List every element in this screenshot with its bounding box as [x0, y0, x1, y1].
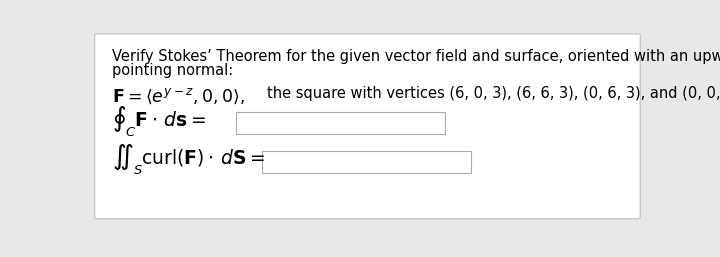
Bar	[235, 113, 445, 134]
Text: the square with vertices (6, 0, 3), (6, 6, 3), (0, 6, 3), and (0, 0, 3).: the square with vertices (6, 0, 3), (6, …	[266, 86, 720, 101]
Text: $\oint_C \mathbf{F} \cdot\, d\mathbf{s} =$: $\oint_C \mathbf{F} \cdot\, d\mathbf{s} …	[112, 105, 206, 139]
Bar	[262, 151, 472, 172]
Text: $\iint_S \mathrm{curl}(\mathbf{F}) \cdot\, d\mathbf{S} =$: $\iint_S \mathrm{curl}(\mathbf{F}) \cdot…	[112, 143, 265, 177]
Text: Verify Stokes’ Theorem for the given vector field and surface, oriented with an : Verify Stokes’ Theorem for the given vec…	[112, 49, 720, 64]
FancyBboxPatch shape	[94, 34, 640, 219]
Text: pointing normal:: pointing normal:	[112, 63, 233, 78]
Text: $\mathbf{F} = \langle e^{y-z}, 0, 0\rangle,$: $\mathbf{F} = \langle e^{y-z}, 0, 0\rang…	[112, 86, 245, 106]
